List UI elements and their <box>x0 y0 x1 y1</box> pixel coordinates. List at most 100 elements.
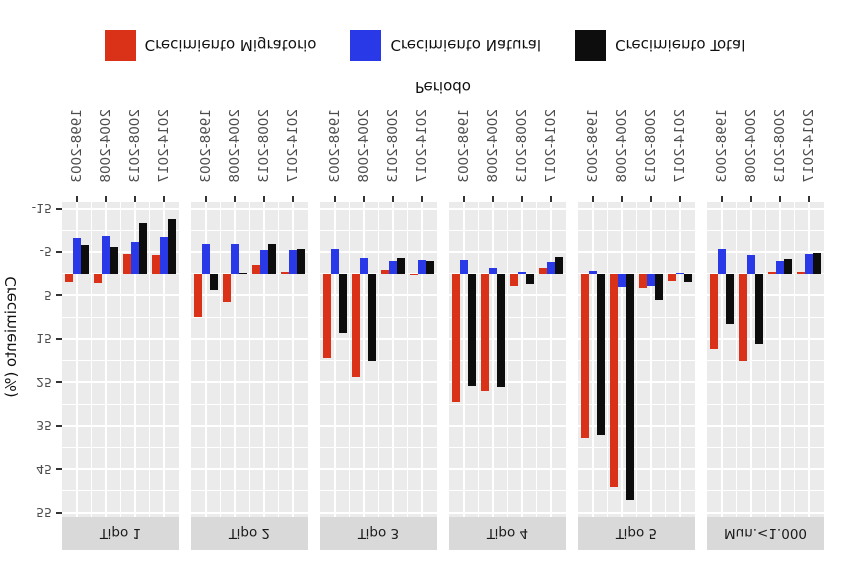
bar-migratorio <box>709 273 718 350</box>
bar-natural <box>488 268 497 274</box>
x-tick-label: 2008-2013 <box>514 107 530 193</box>
legend-item: Crecimiento Migratorio <box>104 30 316 61</box>
legend-swatch <box>350 30 382 61</box>
facet-strip: Tipo 1 <box>62 517 179 550</box>
bar-total <box>367 273 376 362</box>
major-gridline-v <box>362 202 365 517</box>
legend-label: Crecimiento Natural <box>390 36 542 55</box>
bar-total <box>426 261 435 274</box>
bar-migratorio <box>381 269 390 274</box>
major-gridline-v <box>392 202 395 517</box>
legend-swatch <box>104 30 136 61</box>
minor-gridline-v <box>249 202 250 517</box>
x-tick-label: 2008-2013 <box>772 107 788 193</box>
x-tick-label-text: 1998-2003 <box>455 109 472 183</box>
bar-natural <box>547 262 556 274</box>
bar-total <box>297 248 306 274</box>
bar-natural <box>459 259 468 274</box>
x-tick-label-text: 2008-2013 <box>643 109 660 183</box>
major-gridline-v <box>591 202 594 517</box>
x-tick-label-text: 2008-2013 <box>385 109 402 183</box>
minor-gridline-v <box>665 202 667 517</box>
x-tick-label: 2014-2017 <box>672 107 688 193</box>
bar-total <box>338 273 347 334</box>
legend-swatch <box>575 30 607 61</box>
bar-migratorio <box>480 273 489 391</box>
x-tick-label-text: 2008-2013 <box>127 109 144 183</box>
bar-migratorio <box>93 273 102 284</box>
bar-total <box>397 257 406 274</box>
x-tick-label-text: 2004-2008 <box>355 109 372 183</box>
x-tick-label: 1998-2003 <box>714 107 730 193</box>
facet-panel <box>449 202 566 517</box>
x-tick-label: 2008-2013 <box>127 107 143 193</box>
x-tick-label-text: 2004-2008 <box>613 109 630 183</box>
y-tick-label: 15 <box>36 331 52 347</box>
bar-migratorio <box>768 271 777 274</box>
x-tick-label-text: 2004-2008 <box>97 109 114 183</box>
bar-natural <box>201 244 210 274</box>
y-tick-label: 35 <box>36 418 52 434</box>
bar-natural <box>260 249 269 274</box>
facet-strip: Tipo 2 <box>191 517 308 550</box>
x-tick-label: 2004-2008 <box>485 107 501 193</box>
bar-natural <box>72 238 81 274</box>
x-tick-label: 2008-2013 <box>643 107 659 193</box>
bar-total <box>139 222 148 274</box>
bar-migratorio <box>152 255 161 274</box>
bar-total <box>754 273 763 345</box>
minor-gridline-v <box>507 202 508 517</box>
bar-total <box>625 273 634 501</box>
y-tick-label: 25 <box>36 374 52 390</box>
bar-migratorio <box>451 273 460 403</box>
bar-total <box>555 256 564 274</box>
x-tick-label: 1998-2003 <box>327 107 343 193</box>
minor-gridline-v <box>794 202 796 517</box>
x-tick-label: 2004-2008 <box>227 107 243 193</box>
x-tick-label-text: 1998-2003 <box>68 109 85 183</box>
facet-strip-label: Tipo 5 <box>615 525 658 542</box>
minor-gridline-v <box>278 202 280 517</box>
facet-strip: Tipo 3 <box>320 517 437 550</box>
x-tick-label: 1998-2003 <box>585 107 601 193</box>
bar-total <box>268 243 277 274</box>
bar-total <box>526 273 535 285</box>
bar-total <box>467 273 476 387</box>
bar-natural <box>230 244 239 274</box>
facet-panel <box>707 202 824 517</box>
bar-migratorio <box>252 265 261 274</box>
major-gridline-v <box>679 202 682 517</box>
bar-total <box>725 273 734 325</box>
bar-natural <box>617 273 626 287</box>
y-tick-label: 55 <box>36 505 52 521</box>
bar-total <box>684 273 693 282</box>
bar-migratorio <box>510 273 519 287</box>
x-tick-label-text: 2008-2013 <box>772 109 789 183</box>
major-gridline-v <box>550 202 553 517</box>
x-tick-label-text: 2014-2017 <box>543 109 560 183</box>
bar-migratorio <box>351 273 360 378</box>
y-tick-label: -5 <box>39 244 52 260</box>
x-tick-label: 2004-2008 <box>356 107 372 193</box>
bar-migratorio <box>322 273 331 358</box>
bar-natural <box>588 271 597 274</box>
minor-gridline-v <box>219 202 221 517</box>
bar-natural <box>746 255 755 274</box>
bar-natural <box>289 249 298 274</box>
major-gridline-v <box>462 202 465 517</box>
minor-gridline-v <box>120 202 121 517</box>
bar-total <box>813 252 822 274</box>
bar-migratorio <box>193 273 202 318</box>
x-tick-label: 2004-2008 <box>98 107 114 193</box>
minor-gridline-v <box>407 202 409 517</box>
bar-migratorio <box>222 273 231 302</box>
facet-strip: Tipo 4 <box>449 517 566 550</box>
bar-natural <box>518 271 527 274</box>
minor-gridline-v <box>735 202 737 517</box>
x-tick-label: 2014-2017 <box>801 107 817 193</box>
minor-gridline-v <box>765 202 766 517</box>
x-tick-label: 2004-2008 <box>743 107 759 193</box>
x-tick-label-text: 1998-2003 <box>197 109 214 183</box>
x-tick-label: 2014-2017 <box>543 107 559 193</box>
y-tick-label: 45 <box>36 461 52 477</box>
